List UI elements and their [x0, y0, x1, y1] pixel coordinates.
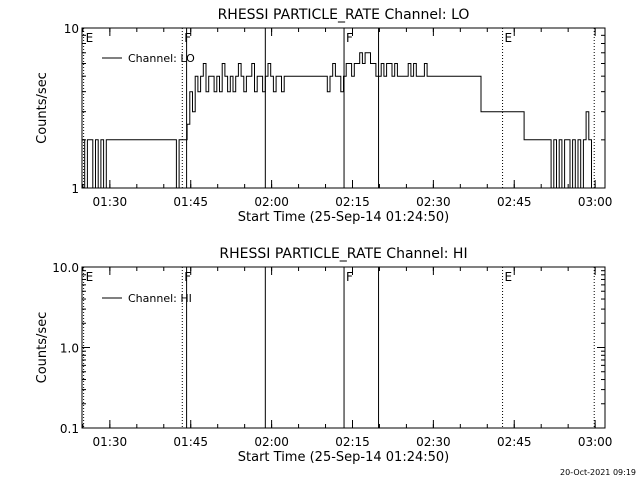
y-tick-label: 0.1 — [60, 422, 79, 436]
chart-title: RHESSI PARTICLE_RATE Channel: LO — [218, 7, 470, 23]
footer-timestamp: 20-Oct-2021 09:19 — [560, 468, 636, 477]
x-tick-label: 02:30 — [416, 435, 451, 449]
series-line-channel-lo — [82, 52, 595, 189]
x-tick-label: 03:00 — [578, 435, 613, 449]
event-marker-label: E — [86, 270, 94, 284]
x-tick-label: 02:00 — [254, 435, 289, 449]
x-tick-label: 02:30 — [416, 195, 451, 209]
y-tick-label: 1.0 — [60, 342, 79, 356]
event-marker-label: F — [184, 270, 191, 284]
chart-title: RHESSI PARTICLE_RATE Channel: HI — [219, 246, 467, 262]
event-marker-label: F — [346, 270, 353, 284]
x-tick-label: 02:15 — [335, 435, 370, 449]
y-tick-label: 1 — [71, 182, 79, 196]
x-tick-label: 03:00 — [578, 195, 613, 209]
y-tick-label: 10 — [64, 22, 79, 36]
legend-label: Channel: LO — [128, 52, 195, 65]
x-axis-label: Start Time (25-Sep-14 01:24:50) — [238, 210, 449, 225]
x-tick-label: 02:00 — [254, 195, 289, 209]
x-tick-label: 02:45 — [497, 195, 532, 209]
event-marker-label: F — [346, 31, 353, 45]
y-tick-label: 10.0 — [52, 261, 79, 275]
x-tick-label: 02:45 — [497, 435, 532, 449]
x-tick-label: 01:45 — [173, 435, 208, 449]
event-marker-label: E — [505, 270, 513, 284]
event-marker-label: E — [505, 31, 513, 45]
legend-label: Channel: HI — [128, 292, 192, 305]
y-axis-label: Counts/sec — [35, 312, 50, 384]
x-tick-label: 02:15 — [335, 195, 370, 209]
x-tick-label: 01:30 — [93, 195, 128, 209]
plot-frame — [81, 27, 606, 189]
x-tick-label: 01:45 — [173, 195, 208, 209]
x-axis-label: Start Time (25-Sep-14 01:24:50) — [238, 450, 449, 465]
event-marker-label: F — [184, 31, 191, 45]
x-tick-label: 01:30 — [93, 435, 128, 449]
y-axis-label: Counts/sec — [35, 72, 50, 144]
event-marker-label: E — [86, 31, 94, 45]
